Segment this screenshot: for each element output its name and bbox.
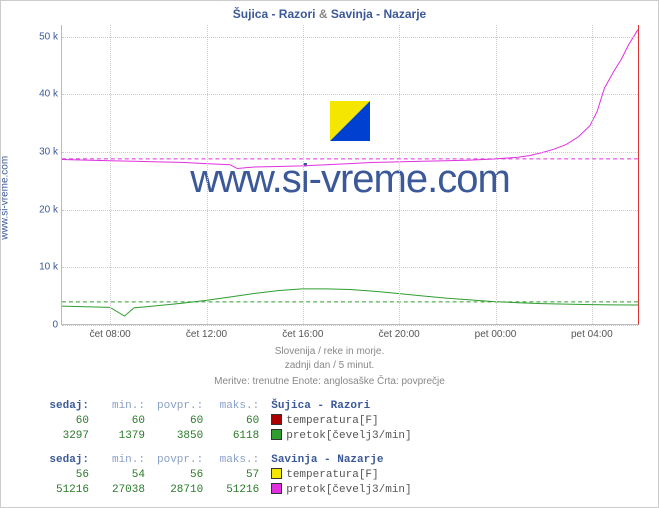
stats-header-povpr: povpr.: [151,453,209,468]
legend-label: pretok[čevelj3/min] [286,484,411,496]
grid-line-vertical [399,25,400,324]
stats-header-maks: maks.: [209,399,265,414]
legend-entry: temperatura[F] [265,414,417,429]
y-tick-label: 50 k [24,31,58,42]
grid-line-vertical [303,25,304,324]
title-part-a: Šujica - Razori [233,7,316,21]
stats-value: 56 [151,468,209,483]
legend-swatch [271,468,282,479]
stats-header-min: min.: [95,399,151,414]
y-tick-label: 20 k [24,204,58,215]
subtitle-line-2: zadnji dan / 5 minut. [1,359,658,373]
title-amp: & [319,7,328,21]
stats-value: 51216 [209,483,265,498]
series-line-savinja-pretok [62,30,638,169]
legend-swatch [271,429,282,440]
series-line-sujica-pretok [62,289,638,316]
x-tick-label: čet 12:00 [186,329,227,340]
grid-line-horizontal [62,210,638,211]
stats-value: 56 [39,468,95,483]
legend-label: temperatura[F] [286,469,378,481]
stats-value: 3850 [151,429,209,444]
plot-area: www.si-vreme.com 010 k20 k30 k40 k50 kče… [61,25,639,325]
x-tick-label: pet 00:00 [475,329,517,340]
stats-value: 60 [39,414,95,429]
y-tick-label: 40 k [24,89,58,100]
stats-header-povpr: povpr.: [151,399,209,414]
chart-series [62,25,638,324]
grid-line-horizontal [62,152,638,153]
stats-value: 27038 [95,483,151,498]
legend-entry: pretok[čevelj3/min] [265,429,417,444]
stats-header-sedaj: sedaj: [39,399,95,414]
grid-line-vertical [592,25,593,324]
stats-header-sedaj: sedaj: [39,453,95,468]
stats-value: 54 [95,468,151,483]
stats-block: sedaj:min.:povpr.:maks.:Šujica - Razori6… [39,399,418,444]
legend-swatch [271,483,282,494]
y-tick-label: 10 k [24,262,58,273]
stats-value: 60 [95,414,151,429]
grid-line-horizontal [62,325,638,326]
stats-value: 51216 [39,483,95,498]
stats-header-min: min.: [95,453,151,468]
stats-series-title: Savinja - Nazarje [265,453,417,468]
stats-value: 6118 [209,429,265,444]
legend-label: temperatura[F] [286,415,378,427]
stats-value: 3297 [39,429,95,444]
stats-value: 28710 [151,483,209,498]
stats-block: sedaj:min.:povpr.:maks.:Savinja - Nazarj… [39,453,418,498]
grid-line-vertical [496,25,497,324]
legend-label: pretok[čevelj3/min] [286,430,411,442]
stats-value: 60 [209,414,265,429]
x-tick-label: čet 16:00 [282,329,323,340]
grid-line-horizontal [62,37,638,38]
grid-line-vertical [207,25,208,324]
stats-value: 60 [151,414,209,429]
y-tick-label: 30 k [24,146,58,157]
x-tick-label: čet 08:00 [90,329,131,340]
legend-entry: temperatura[F] [265,468,417,483]
grid-line-vertical [110,25,111,324]
grid-line-horizontal [62,267,638,268]
legend-swatch [271,414,282,425]
stats-value: 1379 [95,429,151,444]
title-part-b: Savinja - Nazarje [331,7,426,21]
subtitle-line-1: Slovenija / reke in morje. [1,345,658,359]
chart-container: Šujica - Razori & Savinja - Nazarje www.… [1,1,658,507]
chart-title: Šujica - Razori & Savinja - Nazarje [1,1,658,21]
y-tick-label: 0 [24,320,58,331]
stats-header-maks: maks.: [209,453,265,468]
grid-line-horizontal [62,94,638,95]
x-tick-label: čet 20:00 [379,329,420,340]
stats-series-title: Šujica - Razori [265,399,417,414]
subtitle-line-3: Meritve: trenutne Enote: anglosaške Črta… [1,375,658,389]
stats-value: 57 [209,468,265,483]
x-tick-label: pet 04:00 [571,329,613,340]
legend-entry: pretok[čevelj3/min] [265,483,417,498]
y-axis-label: www.si-vreme.com [0,156,11,240]
